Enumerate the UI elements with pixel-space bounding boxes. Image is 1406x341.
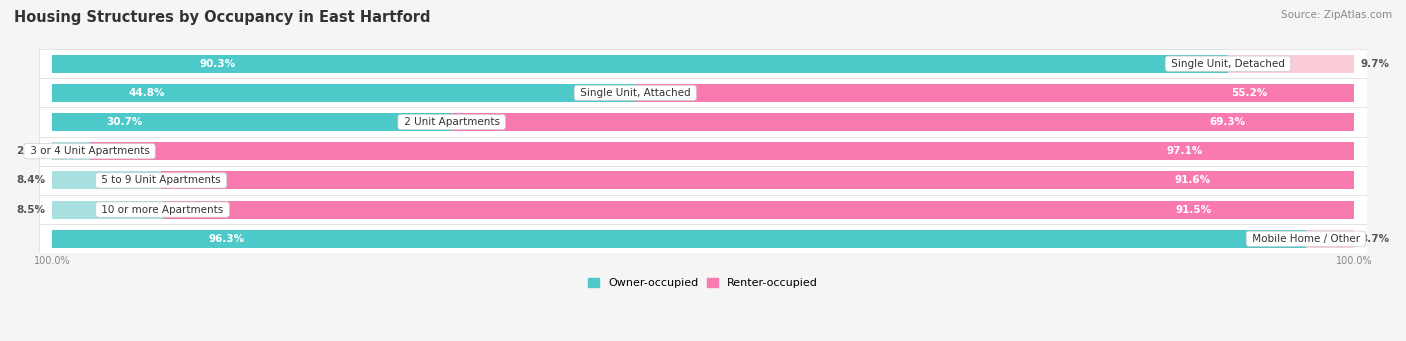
Text: 30.7%: 30.7% bbox=[107, 117, 142, 127]
Bar bbox=[39, 78, 1367, 107]
Bar bbox=[39, 137, 1367, 166]
Text: Mobile Home / Other: Mobile Home / Other bbox=[1249, 234, 1364, 244]
Bar bbox=[52, 55, 1227, 73]
Bar bbox=[52, 113, 451, 131]
Text: 91.6%: 91.6% bbox=[1175, 175, 1211, 186]
Text: 44.8%: 44.8% bbox=[128, 88, 165, 98]
Text: 10 or more Apartments: 10 or more Apartments bbox=[98, 205, 226, 214]
Bar bbox=[52, 230, 1306, 248]
Bar bbox=[1227, 55, 1354, 73]
Text: 55.2%: 55.2% bbox=[1232, 88, 1268, 98]
Bar bbox=[39, 224, 1367, 253]
Text: 2.9%: 2.9% bbox=[17, 146, 45, 156]
Bar bbox=[1306, 230, 1354, 248]
Bar bbox=[52, 84, 636, 102]
Text: 97.1%: 97.1% bbox=[1166, 146, 1202, 156]
Bar bbox=[162, 171, 1354, 190]
Bar bbox=[52, 201, 163, 219]
Bar bbox=[451, 113, 1354, 131]
Bar bbox=[52, 171, 162, 190]
Bar bbox=[39, 107, 1367, 137]
Text: 69.3%: 69.3% bbox=[1209, 117, 1246, 127]
Text: 5 to 9 Unit Apartments: 5 to 9 Unit Apartments bbox=[98, 175, 224, 186]
Text: 8.4%: 8.4% bbox=[17, 175, 45, 186]
Text: 90.3%: 90.3% bbox=[200, 59, 236, 69]
Text: 91.5%: 91.5% bbox=[1175, 205, 1211, 214]
Bar bbox=[636, 84, 1354, 102]
Bar bbox=[39, 166, 1367, 195]
Bar bbox=[39, 49, 1367, 78]
Bar bbox=[163, 201, 1354, 219]
Text: 3 or 4 Unit Apartments: 3 or 4 Unit Apartments bbox=[27, 146, 153, 156]
Text: Housing Structures by Occupancy in East Hartford: Housing Structures by Occupancy in East … bbox=[14, 10, 430, 25]
Text: 96.3%: 96.3% bbox=[209, 234, 245, 244]
Text: Single Unit, Detached: Single Unit, Detached bbox=[1168, 59, 1288, 69]
Text: Single Unit, Attached: Single Unit, Attached bbox=[576, 88, 693, 98]
Text: 2 Unit Apartments: 2 Unit Apartments bbox=[401, 117, 503, 127]
Bar bbox=[39, 195, 1367, 224]
Legend: Owner-occupied, Renter-occupied: Owner-occupied, Renter-occupied bbox=[583, 274, 823, 293]
Text: 9.7%: 9.7% bbox=[1361, 59, 1389, 69]
Text: 8.5%: 8.5% bbox=[17, 205, 45, 214]
Text: 3.7%: 3.7% bbox=[1361, 234, 1389, 244]
Text: Source: ZipAtlas.com: Source: ZipAtlas.com bbox=[1281, 10, 1392, 20]
Bar bbox=[90, 142, 1354, 160]
Bar bbox=[52, 142, 90, 160]
